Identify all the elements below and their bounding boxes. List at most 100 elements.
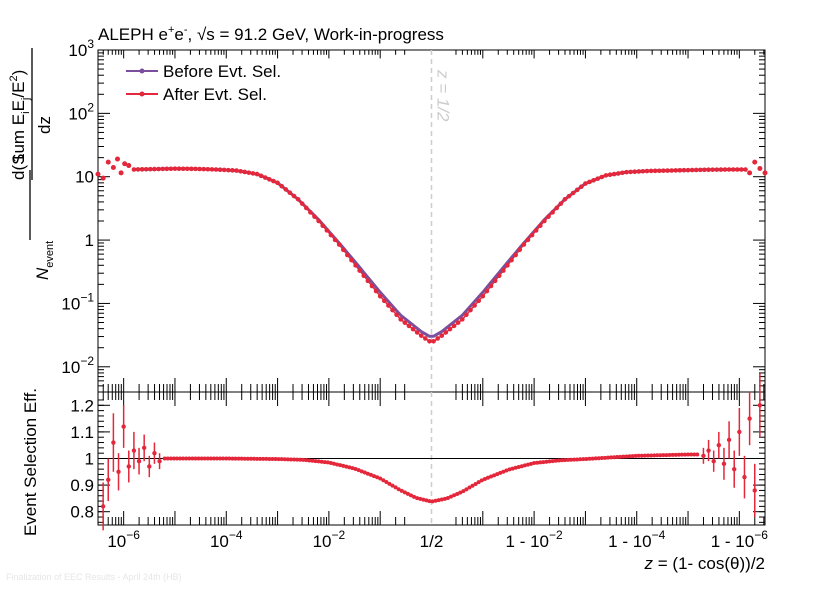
top-data-point bbox=[439, 333, 445, 338]
top-data-point bbox=[636, 169, 642, 174]
top-data-point bbox=[414, 330, 420, 335]
top-data-point bbox=[624, 169, 629, 175]
bottom-y-axis-title: Event Selection Eff. bbox=[21, 388, 40, 536]
top-data-point bbox=[168, 166, 174, 172]
top-y-tick-label: 10−1 bbox=[61, 290, 94, 313]
top-data-point bbox=[353, 263, 358, 268]
top-data-point bbox=[258, 173, 264, 179]
top-data-point bbox=[246, 170, 252, 175]
top-data-point bbox=[230, 168, 235, 173]
top-data-point bbox=[431, 338, 436, 344]
top-noise-point bbox=[747, 170, 753, 176]
top-data-point bbox=[595, 176, 601, 181]
top-y-axis-title: 1 Nevent d(Sum EiEj/E2) dz bbox=[8, 48, 56, 280]
top-data-point bbox=[501, 268, 506, 273]
bottom-data-point bbox=[747, 416, 752, 421]
top-data-point bbox=[287, 190, 293, 196]
bottom-data-point bbox=[106, 477, 111, 482]
top-data-point bbox=[644, 168, 650, 174]
top-noise-point bbox=[105, 159, 111, 165]
top-data-point bbox=[546, 214, 551, 219]
top-data-point bbox=[657, 168, 662, 174]
x-tick-label: 1/2 bbox=[420, 532, 444, 551]
top-data-point bbox=[312, 214, 317, 219]
bottom-data-point bbox=[716, 443, 722, 448]
top-data-point bbox=[574, 187, 580, 193]
top-data-point bbox=[308, 210, 313, 215]
bottom-data-point bbox=[126, 464, 131, 469]
bottom-data-point bbox=[111, 440, 116, 445]
top-data-point bbox=[345, 252, 350, 258]
bottom-series-line bbox=[164, 453, 698, 503]
bottom-data-point bbox=[152, 450, 157, 456]
top-data-point bbox=[238, 168, 243, 174]
top-data-point bbox=[480, 293, 486, 299]
top-data-point bbox=[468, 307, 473, 313]
top-data-point bbox=[542, 218, 547, 224]
top-data-point bbox=[295, 197, 301, 202]
top-y-tick-label: 103 bbox=[68, 37, 94, 60]
top-data-point bbox=[533, 228, 539, 233]
top-x-minor-ticks bbox=[102, 50, 765, 392]
top-data-point bbox=[726, 167, 732, 172]
top-data-point bbox=[267, 177, 272, 182]
top-data-point bbox=[394, 312, 399, 318]
bottom-data-point bbox=[757, 403, 763, 408]
top-data-point bbox=[570, 190, 576, 196]
y-title-one: 1 bbox=[9, 153, 28, 162]
top-data-point bbox=[324, 228, 330, 233]
legend: Before Evt. Sel. After Evt. Sel. bbox=[126, 62, 281, 104]
top-data-point bbox=[447, 326, 453, 332]
top-data-point bbox=[702, 167, 707, 173]
x-tick-label: 10−2 bbox=[313, 528, 346, 551]
top-data-point bbox=[513, 252, 518, 258]
top-noise-point bbox=[126, 163, 132, 169]
top-data-point bbox=[398, 317, 404, 322]
top-noise-point bbox=[118, 170, 124, 176]
top-data-point bbox=[640, 168, 646, 174]
top-data-point bbox=[587, 179, 592, 185]
top-data-point bbox=[739, 167, 744, 172]
top-data-point bbox=[496, 273, 502, 279]
top-data-point bbox=[648, 168, 654, 174]
bottom-data-point bbox=[711, 458, 716, 464]
top-data-point bbox=[599, 174, 605, 180]
top-noise-point bbox=[114, 156, 120, 162]
y-title-denominator: dz bbox=[35, 116, 54, 134]
legend-before-marker bbox=[139, 68, 145, 74]
top-data-point bbox=[673, 168, 679, 173]
top-noise-point bbox=[757, 165, 763, 171]
bottom-data-point bbox=[116, 469, 121, 474]
top-y-tick-label: 10−2 bbox=[61, 354, 94, 377]
top-data-point bbox=[390, 307, 395, 313]
y-title-nevent: Nevent bbox=[33, 241, 56, 280]
top-data-point bbox=[677, 168, 683, 173]
top-data-point bbox=[340, 247, 346, 253]
top-data-point bbox=[455, 320, 461, 325]
x-tick-label: 10−4 bbox=[210, 528, 243, 551]
bottom-series-layer bbox=[100, 373, 763, 531]
top-data-point bbox=[156, 166, 161, 172]
top-noise-point bbox=[752, 159, 758, 165]
bottom-y-tick-label: 1 bbox=[85, 450, 94, 469]
top-data-point bbox=[213, 167, 219, 172]
bottom-data-point bbox=[131, 448, 137, 453]
top-data-point bbox=[488, 283, 494, 289]
top-data-point bbox=[148, 166, 153, 172]
top-data-point bbox=[628, 169, 633, 175]
bottom-data-point bbox=[706, 448, 711, 453]
top-data-point bbox=[406, 323, 412, 329]
top-data-point bbox=[517, 247, 523, 253]
top-data-point bbox=[332, 237, 338, 243]
top-data-point bbox=[193, 166, 198, 172]
top-data-point bbox=[250, 171, 256, 176]
top-data-point bbox=[242, 169, 248, 175]
top-data-point bbox=[661, 168, 666, 173]
top-data-point bbox=[226, 167, 231, 173]
top-data-point bbox=[275, 180, 280, 186]
top-data-point bbox=[562, 197, 568, 202]
bottom-x-axis: 10−6 10−4 10−2 1/2 1 - 10−2 1 - 10−4 1 - 10−6 bbox=[102, 392, 768, 551]
top-data-point bbox=[525, 237, 531, 243]
